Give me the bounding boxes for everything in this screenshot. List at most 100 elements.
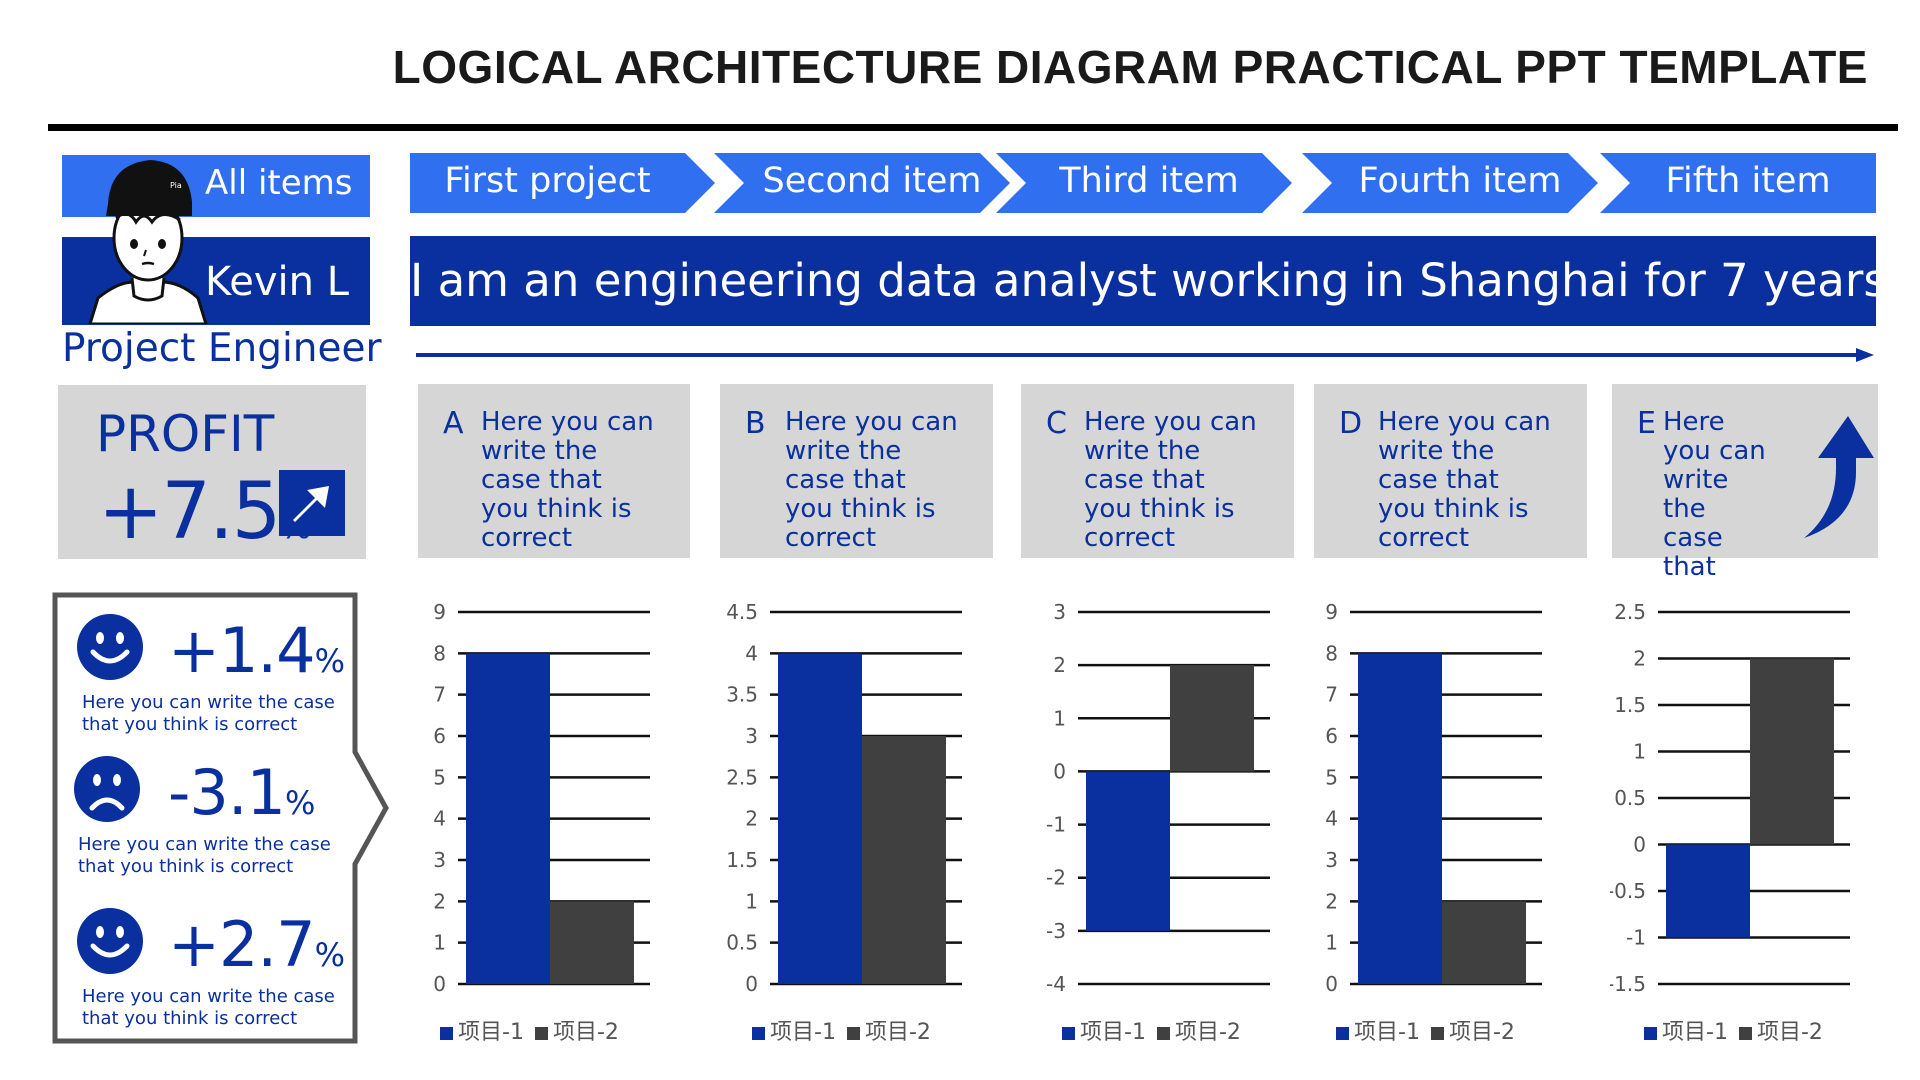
step-fourth-item[interactable]: Fourth item [1302, 153, 1598, 213]
profile-name: Kevin L [205, 259, 349, 305]
step-third-item[interactable]: Third item [996, 153, 1292, 213]
legend-series-2: 项目-2 [864, 1020, 931, 1045]
y-tick-label: 6 [1325, 724, 1338, 748]
stat-description: Here you can write the case that you thi… [82, 692, 335, 735]
stat-description: Here you can write the case that you thi… [78, 834, 331, 877]
card-c: C Here you can write the case that you t… [1021, 384, 1294, 558]
card-d: D Here you can write the case that you t… [1314, 384, 1587, 558]
y-tick-label: 1 [433, 931, 446, 955]
profit-card: PROFIT +7.5% [58, 385, 366, 559]
y-tick-label: 9 [1325, 600, 1338, 624]
card-text: Here you can write the case that you thi… [1084, 407, 1257, 553]
y-tick-label: 1 [1325, 931, 1338, 955]
y-tick-label: 8 [1325, 641, 1338, 665]
chevron-shape [1302, 153, 1598, 213]
y-tick-label: 2.5 [726, 765, 758, 789]
y-tick-label: 5 [1325, 765, 1338, 789]
y-tick-label: 6 [433, 724, 446, 748]
card-letter: B [745, 406, 766, 441]
profit-label: PROFIT [96, 405, 275, 463]
y-tick-label: 8 [433, 641, 446, 665]
bar-chart-2: 4.5 4 3.5 3 2.5 2 1.5 1 0.5 0 项目-1 项目-2 [722, 592, 972, 1045]
frown-icon [74, 756, 140, 822]
y-tick-label: 0 [1053, 759, 1066, 783]
role-title: Project Engineer [62, 326, 382, 371]
y-tick-label: 0 [1325, 972, 1338, 996]
y-tick-label: 3.5 [726, 683, 758, 707]
card-text: Here you can write the case that you thi… [481, 407, 654, 553]
y-tick-label: 4 [1325, 807, 1338, 831]
bar-chart-4: 9 8 7 6 5 4 3 2 1 0 项目-1 项目-2 [1302, 592, 1552, 1046]
chart-svg: 2.5 2 1.5 1 0.5 0 -0.5 -1 -1.5 [1610, 600, 1850, 996]
step-first-project[interactable]: First project [410, 153, 715, 213]
y-tick-label: 4 [745, 641, 758, 665]
chart-legend: 项目-1 项目-2 [440, 1014, 619, 1046]
chart-legend: 项目-1 项目-2 [1644, 1014, 1823, 1046]
chart-svg: 9 8 7 6 5 4 3 2 1 0 [1325, 600, 1542, 996]
stat-number: -3.1 [168, 756, 286, 829]
bar-series-1 [778, 653, 862, 984]
chevron-shape [410, 153, 715, 213]
card-text: Here you can write the case that you thi… [1378, 407, 1551, 553]
y-tick-label: 2 [1325, 889, 1338, 913]
y-tick-label: 5 [433, 765, 446, 789]
stat-value: -3.1% [168, 756, 315, 829]
step-second-item[interactable]: Second item [714, 153, 1010, 213]
stats-callout: +1.4% Here you can write the case that y… [52, 592, 376, 1044]
legend-series-2: 项目-2 [1448, 1020, 1515, 1045]
bar-series-1 [1358, 653, 1442, 984]
y-tick-label: 1 [1053, 706, 1066, 730]
y-tick-label: 0.5 [1614, 786, 1646, 810]
y-tick-label: 2 [1053, 653, 1066, 677]
y-tick-label: -2 [1046, 866, 1066, 890]
chart-svg: 3 2 1 0 -1 -2 -3 -4 [1046, 600, 1270, 996]
step-label: Third item [1059, 161, 1239, 201]
y-tick-label: 4 [433, 807, 446, 831]
y-tick-label: 7 [1325, 683, 1338, 707]
bar-series-2 [1170, 665, 1254, 772]
card-text: Here you can write the case that [1663, 407, 1766, 582]
y-tick-label: -1 [1626, 926, 1646, 950]
bar-chart-5: 2.5 2 1.5 1 0.5 0 -0.5 -1 -1.5 项目-1 项目-2 [1610, 592, 1860, 1046]
step-fifth-item[interactable]: Fifth item [1600, 153, 1876, 213]
card-text: Here you can write the case that you thi… [785, 407, 958, 553]
stat-number: +2.7 [168, 908, 316, 981]
y-tick-label: -1 [1046, 813, 1066, 837]
y-tick-label: -3 [1046, 919, 1066, 943]
stat-value: +1.4% [168, 614, 345, 687]
step-label: First project [444, 161, 651, 201]
bar-chart-3: 3 2 1 0 -1 -2 -3 -4 项目-1 项目-2 [1030, 592, 1280, 1046]
bar-series-1 [1086, 771, 1170, 931]
y-tick-label: 1 [1633, 740, 1646, 764]
bar-series-2 [1750, 658, 1834, 845]
step-label: Second item [762, 161, 982, 201]
stat-unit: % [314, 642, 345, 680]
card-letter: A [443, 406, 464, 441]
y-tick-label: 9 [433, 600, 446, 624]
y-tick-label: 2 [745, 807, 758, 831]
legend-series-2: 项目-2 [552, 1020, 619, 1045]
y-tick-label: 1 [745, 889, 758, 913]
chart-svg: 9 8 7 6 5 4 3 2 1 0 [433, 600, 650, 996]
bar-series-2 [1442, 901, 1526, 984]
y-tick-label: -4 [1046, 972, 1066, 996]
y-tick-label: 0 [745, 972, 758, 996]
card-letter: E [1637, 406, 1656, 441]
legend-series-1: 项目-1 [1354, 1020, 1420, 1045]
legend-series-1: 项目-1 [1080, 1020, 1146, 1045]
page-title: LOGICAL ARCHITECTURE DIAGRAM PRACTICAL P… [392, 41, 1868, 93]
y-tick-label: 1.5 [1614, 693, 1646, 717]
chart-legend: 项目-1 项目-2 [1062, 1014, 1241, 1046]
y-tick-label: -1.5 [1610, 972, 1646, 996]
legend-series-2: 项目-2 [1756, 1020, 1823, 1045]
chart-legend: 项目-1 项目-2 [1336, 1014, 1515, 1046]
y-tick-label: 0 [433, 972, 446, 996]
stat-description: Here you can write the case that you thi… [82, 986, 335, 1029]
intro-banner: I am an engineering data analyst working… [410, 236, 1887, 326]
profit-number: +7.5 [98, 467, 281, 557]
all-items-label: All items [205, 163, 353, 203]
y-tick-label: 1.5 [726, 848, 758, 872]
arrow-up-right-icon [279, 470, 345, 536]
y-tick-label: 3 [1053, 600, 1066, 624]
bar-chart-1: 9 8 7 6 5 4 3 2 1 0 项目-1 项目-2 [410, 592, 660, 1046]
